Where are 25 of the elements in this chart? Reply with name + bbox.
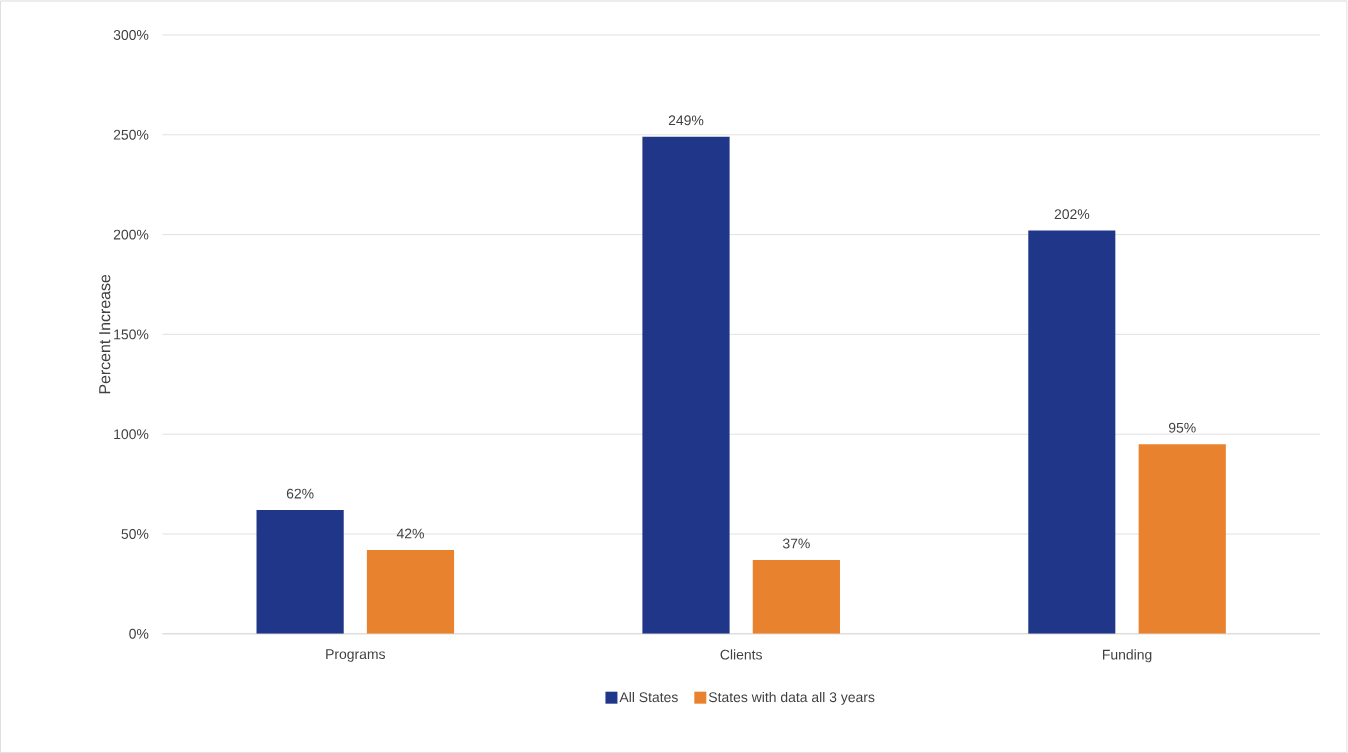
bar (1138, 444, 1226, 634)
data-label: 95% (1168, 422, 1196, 433)
x-tick-label: Funding (1103, 649, 1152, 663)
data-label: 37% (782, 538, 810, 549)
legend-label: States with data all 3 years (708, 691, 875, 705)
y-tick-label: 300% (113, 29, 149, 40)
x-tick-label: Clients (720, 649, 762, 660)
y-tick-label: 250% (113, 129, 149, 140)
data-label: 42% (396, 528, 424, 539)
bar (1028, 230, 1116, 634)
data-label: 249% (668, 115, 704, 126)
y-tick-label: 150% (114, 329, 149, 340)
bar (256, 509, 344, 634)
data-label: 62% (286, 488, 314, 499)
legend-label: All States (619, 691, 678, 703)
y-tick-label: 200% (113, 229, 149, 240)
y-axis-title: Percent Increase (99, 274, 111, 394)
y-tick-label: 0% (129, 628, 149, 639)
y-tick-label: 100% (114, 429, 149, 440)
bar (752, 559, 840, 634)
data-label: 202% (1054, 209, 1090, 219)
y-tick-label: 50% (121, 528, 149, 539)
bar (642, 136, 730, 634)
bar (366, 549, 455, 634)
x-tick-label: Programs (326, 649, 386, 662)
